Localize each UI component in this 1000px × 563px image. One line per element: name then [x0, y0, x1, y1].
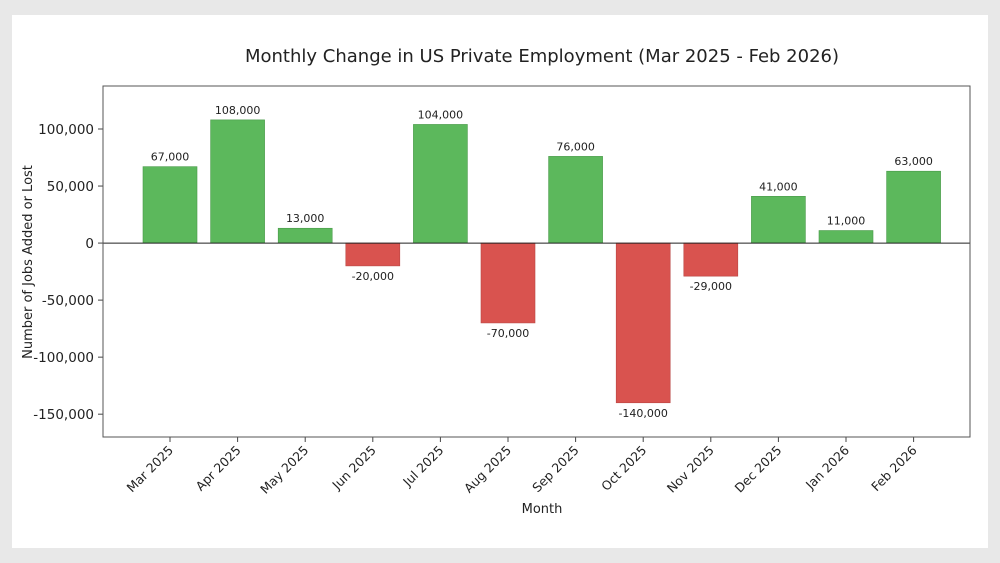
bar [886, 170, 941, 244]
bar [413, 124, 468, 244]
x-tick-label: Mar 2025 [124, 443, 177, 496]
bar [751, 196, 806, 244]
data-label: -70,000 [487, 327, 529, 340]
y-tick-label: -100,000 [33, 350, 94, 366]
x-tick-label: Jul 2025 [399, 443, 446, 490]
plot-frame [102, 85, 971, 438]
x-tick-label: Feb 2026 [868, 442, 920, 494]
y-tick-label: 0 [85, 236, 94, 252]
bar [277, 227, 333, 244]
x-tick-label: Aug 2025 [461, 443, 514, 496]
data-label: 76,000 [556, 140, 595, 153]
x-tick-label: Jun 2025 [328, 443, 378, 493]
bar [142, 166, 198, 244]
data-label: 13,000 [286, 212, 325, 225]
y-tick-label: -50,000 [42, 293, 94, 309]
bar [683, 242, 739, 277]
data-label: -29,000 [690, 280, 732, 293]
data-label: 63,000 [894, 155, 933, 168]
data-label: 41,000 [759, 180, 798, 193]
y-axis-label: Number of Jobs Added or Lost [21, 165, 36, 359]
data-label: 11,000 [827, 215, 866, 228]
bar [345, 242, 401, 267]
data-label: 67,000 [151, 151, 190, 164]
x-tick-label: Dec 2025 [731, 443, 784, 496]
x-axis-label: Month [522, 502, 563, 517]
data-label: -20,000 [352, 270, 394, 283]
y-tick-label: 100,000 [38, 122, 94, 138]
bar [480, 242, 536, 324]
bar [210, 119, 265, 244]
x-tick-label: May 2025 [257, 443, 311, 497]
data-label: 108,000 [215, 104, 261, 117]
chart-title: Monthly Change in US Private Employment … [245, 46, 839, 67]
x-tick-label: Jan 2026 [802, 442, 852, 492]
x-tick-label: Nov 2025 [664, 443, 717, 496]
y-tick-label: 50,000 [47, 179, 94, 195]
bar [548, 156, 603, 244]
bar [615, 242, 671, 404]
data-label: 104,000 [418, 108, 464, 121]
x-tick-label: Apr 2025 [193, 443, 244, 494]
bar [818, 230, 874, 244]
x-tick-label: Oct 2025 [598, 443, 649, 494]
x-tick-label: Sep 2025 [529, 443, 582, 496]
data-label: -140,000 [618, 407, 667, 420]
y-tick-label: -150,000 [33, 407, 94, 423]
